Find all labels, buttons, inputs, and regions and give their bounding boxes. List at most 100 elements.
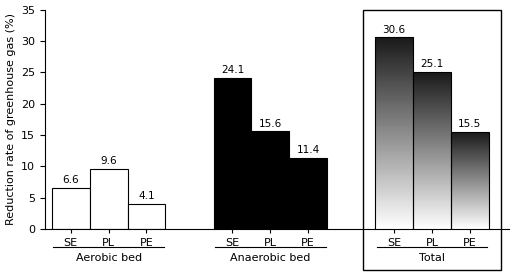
Bar: [413, 73, 451, 74]
Bar: [451, 141, 489, 142]
Bar: [413, 145, 451, 146]
Bar: [375, 99, 413, 101]
Bar: [375, 204, 413, 205]
Bar: [413, 90, 451, 91]
Bar: [375, 108, 413, 109]
Bar: [375, 69, 413, 70]
Bar: [375, 74, 413, 75]
Bar: [375, 105, 413, 106]
Bar: [413, 147, 451, 148]
Bar: [451, 192, 489, 193]
Bar: [451, 195, 489, 196]
Bar: [375, 52, 413, 53]
Bar: [451, 136, 489, 137]
Bar: [375, 219, 413, 220]
Bar: [451, 225, 489, 226]
Bar: [451, 185, 489, 186]
Bar: [375, 58, 413, 59]
Bar: [413, 75, 451, 76]
Bar: [413, 211, 451, 212]
Bar: [451, 138, 489, 139]
Bar: [375, 85, 413, 86]
Bar: [413, 144, 451, 145]
Bar: [413, 138, 451, 139]
Bar: [375, 167, 413, 168]
Bar: [375, 140, 413, 141]
Bar: [413, 136, 451, 137]
Bar: [375, 110, 413, 111]
Bar: [375, 181, 413, 182]
Bar: [413, 202, 451, 203]
Text: Total: Total: [419, 253, 445, 263]
Bar: [413, 81, 451, 82]
Bar: [413, 184, 451, 185]
Bar: [451, 137, 489, 138]
Bar: [451, 160, 489, 161]
Bar: [375, 124, 413, 125]
Bar: [375, 101, 413, 102]
Bar: [413, 80, 451, 81]
Bar: [451, 171, 489, 172]
Bar: [413, 79, 451, 80]
Bar: [375, 97, 413, 98]
Bar: [375, 226, 413, 227]
Bar: [375, 208, 413, 209]
Bar: [451, 181, 489, 182]
Bar: [451, 154, 489, 155]
Bar: [451, 186, 489, 187]
Bar: [451, 206, 489, 207]
Bar: [413, 175, 451, 176]
Bar: [413, 135, 451, 136]
Bar: [451, 227, 489, 228]
Bar: [375, 169, 413, 170]
Bar: [451, 201, 489, 202]
Bar: [375, 180, 413, 181]
Bar: [375, 101, 413, 102]
Text: 6.6: 6.6: [62, 175, 79, 185]
Text: 30.6: 30.6: [383, 25, 406, 35]
Bar: [375, 154, 413, 155]
Bar: [413, 188, 451, 189]
Bar: [413, 95, 451, 96]
Bar: [375, 42, 413, 43]
Bar: [375, 187, 413, 188]
Bar: [375, 175, 413, 176]
Bar: [375, 65, 413, 66]
Text: 9.6: 9.6: [100, 156, 117, 167]
Bar: [413, 120, 451, 121]
Bar: [451, 156, 489, 157]
Bar: [413, 171, 451, 172]
Bar: [413, 84, 451, 85]
Bar: [413, 116, 451, 117]
Bar: [375, 179, 413, 180]
Bar: [451, 191, 489, 192]
Bar: [451, 180, 489, 181]
Bar: [451, 194, 489, 195]
Bar: [413, 222, 451, 223]
Bar: [451, 182, 489, 183]
Bar: [375, 45, 413, 46]
Bar: [375, 90, 413, 91]
Bar: [413, 170, 451, 171]
Bar: [375, 95, 413, 96]
Bar: [451, 167, 489, 168]
Bar: [451, 179, 489, 180]
Bar: [375, 55, 413, 56]
Bar: [413, 146, 451, 147]
Bar: [413, 195, 451, 196]
Bar: [413, 149, 451, 150]
Bar: [413, 82, 451, 83]
Bar: [413, 110, 451, 111]
Bar: [451, 224, 489, 225]
Bar: [413, 189, 451, 190]
Bar: [375, 190, 413, 191]
Bar: [375, 91, 413, 92]
Bar: [375, 161, 413, 162]
Bar: [375, 96, 413, 97]
Bar: [413, 193, 451, 194]
Bar: [375, 157, 413, 158]
Bar: [375, 123, 413, 124]
Bar: [413, 220, 451, 221]
Bar: [413, 87, 451, 88]
Bar: [451, 144, 489, 145]
